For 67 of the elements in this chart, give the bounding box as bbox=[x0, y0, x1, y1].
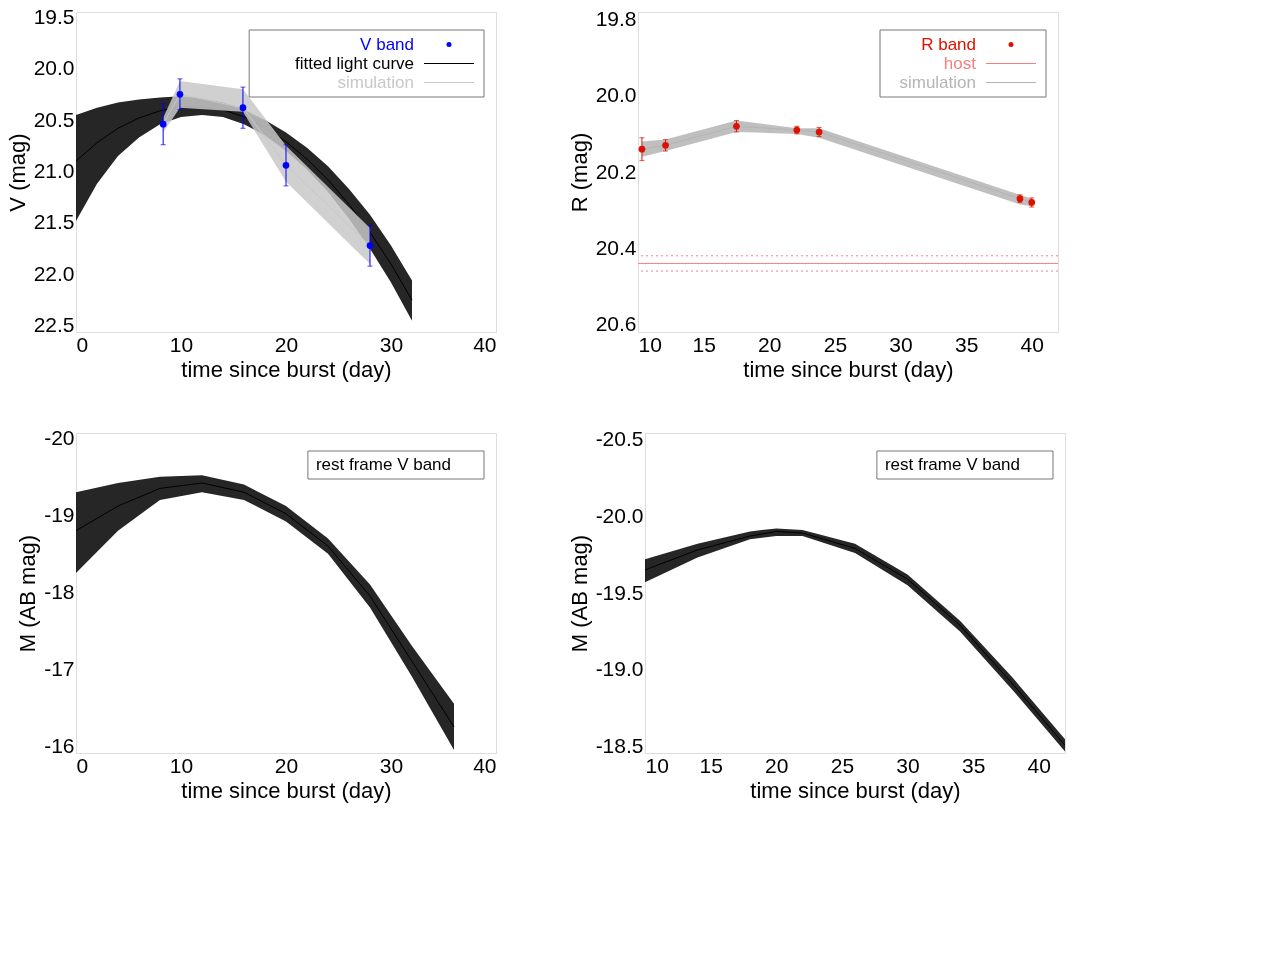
y-axis-title: M (AB mag) bbox=[566, 534, 592, 653]
y-axis-title: V (mag) bbox=[4, 133, 30, 212]
y-tick-label: 20.5 bbox=[33, 107, 75, 131]
x-tick-label: 15 bbox=[692, 332, 716, 356]
x-tick-label: 10 bbox=[169, 753, 194, 777]
x-axis-title: time since burst (day) bbox=[181, 356, 392, 382]
y-axis-title: M (AB mag) bbox=[15, 534, 41, 653]
x-tick-label: 30 bbox=[379, 753, 404, 777]
y-tick-label: 22.0 bbox=[33, 261, 75, 285]
y-tick-label: 22.5 bbox=[33, 313, 75, 337]
x-tick-label: 20 bbox=[765, 753, 789, 777]
point bbox=[239, 104, 247, 112]
x-axis-title: time since burst (day) bbox=[181, 777, 392, 803]
y-tick-label: 20.6 bbox=[595, 311, 637, 335]
y-tick-label: -19.0 bbox=[595, 657, 644, 681]
y-axis-title: R (mag) bbox=[566, 132, 592, 213]
y-tick-label: 19.5 bbox=[33, 4, 75, 28]
y-tick-label: 21.0 bbox=[33, 158, 75, 182]
point bbox=[282, 161, 290, 169]
y-tick-label: -19.5 bbox=[595, 580, 644, 604]
legend-label: host bbox=[943, 53, 977, 73]
x-tick-label: 40 bbox=[1027, 753, 1051, 777]
y-tick-label: -19 bbox=[44, 502, 75, 526]
x-tick-label: 10 bbox=[169, 332, 194, 356]
point bbox=[638, 145, 646, 153]
x-tick-label: 25 bbox=[830, 753, 855, 777]
legend-label: fitted light curve bbox=[294, 53, 414, 73]
y-tick-label: -20.5 bbox=[595, 426, 644, 450]
x-tick-label: 40 bbox=[473, 332, 497, 356]
y-tick-label: 19.8 bbox=[595, 7, 637, 31]
x-axis-title: time since burst (day) bbox=[743, 356, 954, 382]
y-tick-label: 20.0 bbox=[595, 83, 637, 107]
x-tick-label: 15 bbox=[699, 753, 723, 777]
x-tick-label: 40 bbox=[1020, 332, 1044, 356]
y-tick-label: -17 bbox=[44, 656, 75, 680]
x-tick-label: 10 bbox=[638, 332, 662, 356]
y-tick-label: -20.0 bbox=[595, 503, 644, 527]
x-tick-label: 10 bbox=[645, 753, 669, 777]
x-tick-label: 30 bbox=[889, 332, 913, 356]
text: R band bbox=[921, 34, 976, 54]
x-tick-label: 25 bbox=[823, 332, 848, 356]
x-axis-title: time since burst (day) bbox=[750, 777, 961, 803]
x-tick-label: 20 bbox=[274, 753, 299, 777]
point bbox=[176, 90, 184, 98]
x-tick-label: 35 bbox=[961, 753, 986, 777]
y-tick-label: -20 bbox=[44, 425, 75, 449]
x-tick-label: 30 bbox=[379, 332, 404, 356]
x-tick-label: 0 bbox=[76, 332, 89, 356]
x-tick-label: 30 bbox=[896, 753, 920, 777]
y-tick-label: -18 bbox=[44, 579, 75, 603]
x-tick-label: 35 bbox=[954, 332, 979, 356]
y-tick-label: 20.0 bbox=[33, 56, 75, 80]
x-tick-label: 0 bbox=[76, 753, 89, 777]
x-tick-label: 20 bbox=[758, 332, 782, 356]
x-tick-label: 40 bbox=[473, 753, 497, 777]
y-tick-label: -16 bbox=[44, 733, 75, 757]
y-tick-label: 20.2 bbox=[595, 159, 637, 183]
text: V band bbox=[360, 34, 414, 54]
y-tick-label: -18.5 bbox=[595, 734, 644, 758]
y-tick-label: 20.4 bbox=[595, 235, 637, 259]
point bbox=[366, 242, 374, 249]
x-tick-label: 20 bbox=[274, 332, 299, 356]
y-tick-label: 21.5 bbox=[33, 210, 75, 234]
legend-label: simulation bbox=[899, 72, 976, 92]
annotation: rest frame V band bbox=[315, 455, 452, 474]
point bbox=[159, 120, 167, 128]
annotation: rest frame V band bbox=[884, 455, 1021, 474]
